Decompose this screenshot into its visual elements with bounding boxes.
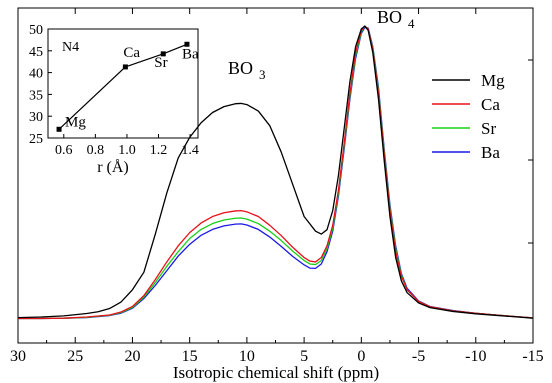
inset-series-line: [58, 43, 188, 130]
main-x-axis: 30 25 20 15 10 5 0 -5 -10 -15: [10, 8, 544, 365]
inset-title: N4: [62, 40, 79, 55]
inset-series-group: Mg Ca Sr Ba: [56, 41, 199, 132]
inset-marker: [122, 64, 128, 70]
inset-y-tick-label: 25: [29, 132, 43, 147]
inset-marker: [56, 126, 62, 132]
x-tick-label: 0: [357, 348, 365, 365]
annotation-bo4-sub: 4: [408, 16, 415, 31]
x-tick-label: 15: [182, 348, 198, 365]
legend: Mg Ca Sr Ba: [432, 71, 505, 162]
inset-y-tick-label: 50: [29, 23, 43, 38]
x-tick-label: 25: [67, 348, 83, 365]
inset-x-tick-label: 0.8: [87, 143, 105, 158]
main-y-ticks: [528, 59, 533, 244]
x-tick-label: 30: [10, 348, 26, 365]
main-annotations: BO 3 BO 4: [228, 7, 415, 82]
inset-x-tick-label: 1.0: [118, 143, 136, 158]
inset-marker: [160, 51, 166, 57]
inset-point-label: Ca: [123, 45, 140, 61]
inset-marker: [184, 41, 190, 47]
series-line-sr: [18, 25, 534, 320]
inset-x-tick-label: 0.6: [55, 143, 73, 158]
inset-y-tick-label: 35: [29, 88, 43, 103]
series-line-ba: [18, 26, 534, 320]
inset-plot: N4 0.6 0.8 1.0 1.2 1.4 25 30 35 40 45 50 Mg Ca Sr Ba…: [29, 23, 199, 176]
inset-y-tick-label: 45: [29, 45, 43, 60]
x-tick-label: -5: [412, 348, 425, 365]
main-plot: 30 25 20 15 10 5 0 -5 -10 -15 BO 3BO 4 Isotropic ch…: [10, 7, 544, 382]
inset-x-axis: 0.6 0.8 1.0 1.2 1.4: [55, 134, 199, 158]
inset-x-tick-label: 1.4: [181, 143, 199, 158]
annotation-bo4: BO: [377, 7, 402, 27]
x-tick-label: 5: [300, 348, 308, 365]
series-line-ca: [18, 25, 534, 320]
main-plot-frame: [17, 7, 534, 344]
x-tick-label: -10: [465, 348, 486, 365]
main-series-group: [17, 25, 534, 320]
x-tick-label: 20: [124, 348, 140, 365]
inset-y-axis: 25 30 35 40 45 50: [29, 23, 52, 147]
annotation-bo3-sub: 3: [259, 67, 266, 82]
inset-plot-frame: [47, 28, 199, 139]
main-x-axis-label: Isotropic chemical shift (ppm): [173, 363, 379, 382]
x-tick-label: -15: [522, 348, 543, 365]
legend-label-ca: Ca: [481, 95, 500, 114]
inset-y-tick-label: 30: [29, 110, 43, 125]
inset-x-tick-label: 1.2: [150, 143, 168, 158]
legend-label-sr: Sr: [481, 119, 496, 138]
series-line-mg: [17, 25, 534, 319]
legend-label-ba: Ba: [481, 143, 500, 162]
inset-point-label: Mg: [65, 114, 86, 130]
inset-point-label: Sr: [154, 55, 167, 71]
inset-y-tick-label: 40: [29, 67, 43, 82]
x-tick-label: 10: [239, 348, 255, 365]
inset-point-label: Ba: [182, 46, 199, 62]
annotation-bo3: BO: [228, 58, 253, 78]
legend-label-mg: Mg: [481, 71, 505, 90]
inset-x-axis-label: r (Å): [97, 158, 129, 176]
